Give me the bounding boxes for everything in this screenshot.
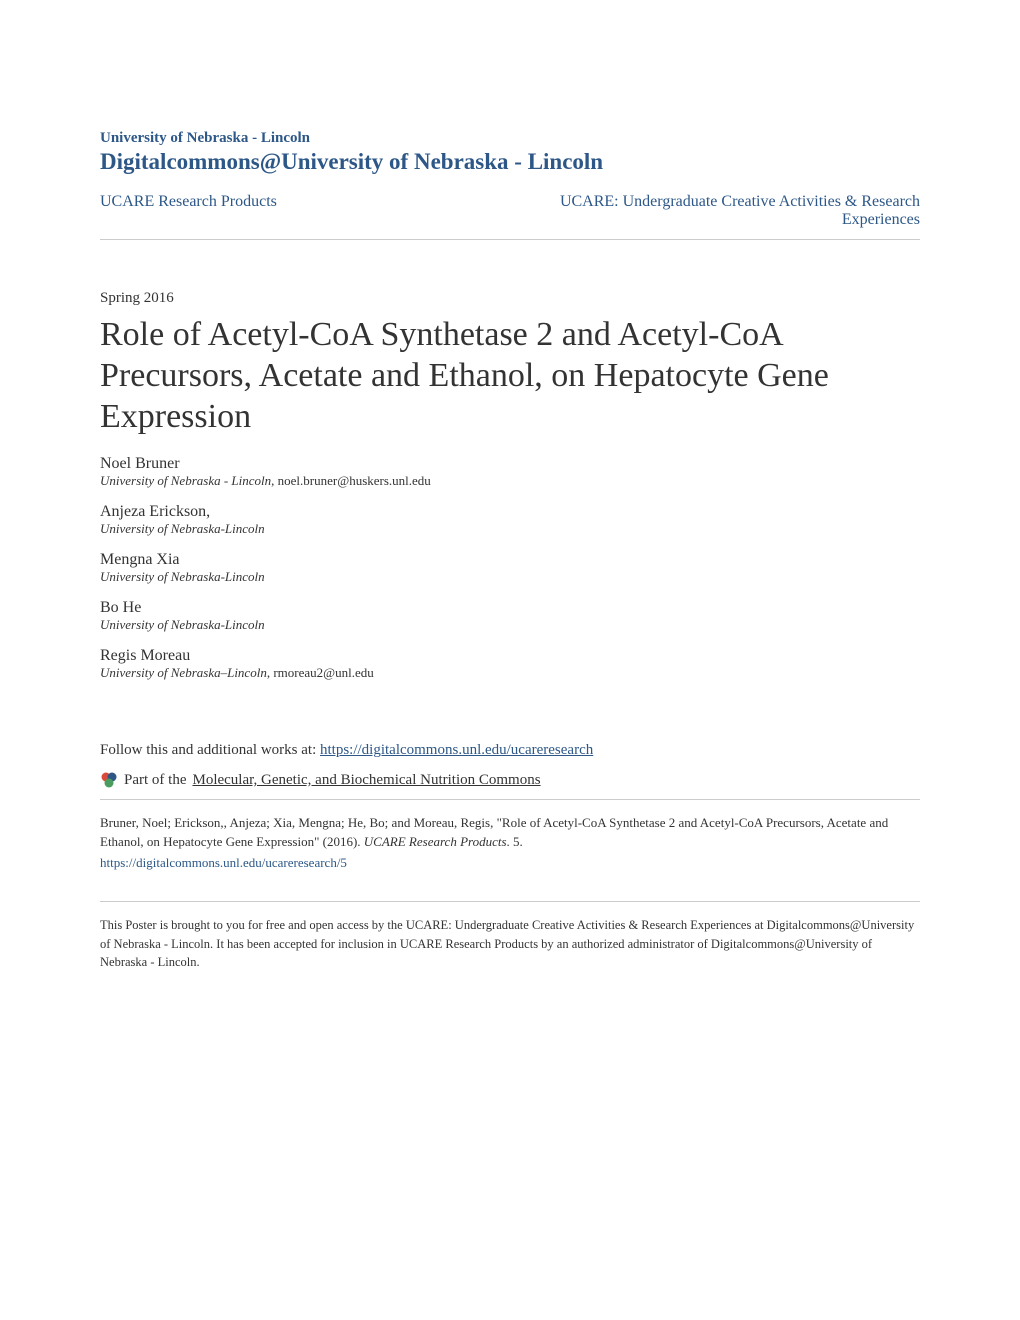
author-affiliation: University of Nebraska-Lincoln (100, 617, 920, 633)
network-icon (100, 771, 118, 789)
follow-section: Follow this and additional works at: htt… (100, 741, 920, 759)
citation-series: UCARE Research Products (364, 834, 507, 849)
publication-date: Spring 2016 (100, 290, 920, 307)
community-link[interactable]: UCARE: Undergraduate Creative Activities… (540, 193, 920, 229)
citation: Bruner, Noel; Erickson,, Anjeza; Xia, Me… (100, 814, 920, 850)
part-of-prefix: Part of the (124, 772, 186, 789)
citation-link[interactable]: https://digitalcommons.unl.edu/ucarerese… (100, 855, 920, 871)
author-name: Regis Moreau (100, 647, 920, 665)
divider (100, 799, 920, 800)
follow-link[interactable]: https://digitalcommons.unl.edu/ucarerese… (320, 742, 593, 758)
author-block: Bo He University of Nebraska-Lincoln (100, 599, 920, 633)
header-repository[interactable]: Digitalcommons@University of Nebraska - … (100, 149, 920, 175)
citation-suffix: . 5. (507, 834, 523, 849)
author-affiliation: University of Nebraska - Lincoln, noel.b… (100, 473, 920, 489)
author-affiliation: University of Nebraska–Lincoln, rmoreau2… (100, 665, 920, 681)
article-title: Role of Acetyl-CoA Synthetase 2 and Acet… (100, 315, 920, 437)
collection-link[interactable]: UCARE Research Products (100, 193, 277, 211)
header-links-row: UCARE Research Products UCARE: Undergrad… (100, 193, 920, 240)
follow-prefix: Follow this and additional works at: (100, 742, 320, 758)
author-name: Anjeza Erickson, (100, 503, 920, 521)
author-block: Mengna Xia University of Nebraska-Lincol… (100, 551, 920, 585)
part-of-link[interactable]: Molecular, Genetic, and Biochemical Nutr… (192, 772, 540, 789)
divider (100, 901, 920, 902)
author-name: Bo He (100, 599, 920, 617)
author-block: Regis Moreau University of Nebraska–Linc… (100, 647, 920, 681)
author-name: Noel Bruner (100, 455, 920, 473)
part-of-row: Part of the Molecular, Genetic, and Bioc… (100, 771, 920, 789)
footer-text: This Poster is brought to you for free a… (100, 916, 920, 972)
header-institution: University of Nebraska - Lincoln (100, 130, 920, 147)
author-name: Mengna Xia (100, 551, 920, 569)
author-affiliation: University of Nebraska-Lincoln (100, 521, 920, 537)
author-block: Anjeza Erickson, University of Nebraska-… (100, 503, 920, 537)
author-block: Noel Bruner University of Nebraska - Lin… (100, 455, 920, 489)
author-affiliation: University of Nebraska-Lincoln (100, 569, 920, 585)
